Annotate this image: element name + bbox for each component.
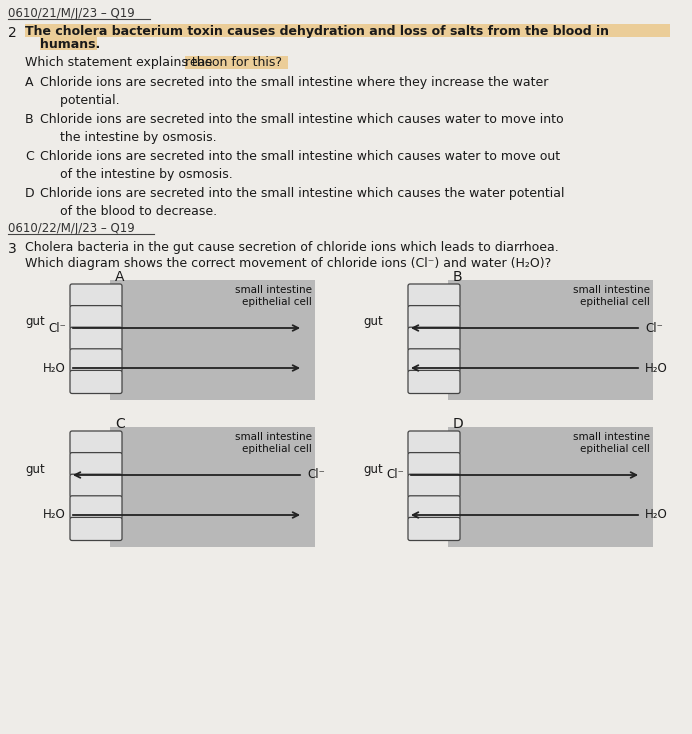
Text: 0610/22/M/J/23 – Q19: 0610/22/M/J/23 – Q19 [8, 222, 135, 235]
Text: small intestine
epithelial cell: small intestine epithelial cell [573, 432, 650, 454]
Bar [25, 24, 670, 37]
Text: The cholera bacterium toxin causes dehydration and loss of salts from the blood : The cholera bacterium toxin causes dehyd… [25, 25, 609, 38]
Text: gut: gut [363, 462, 383, 476]
Text: 3: 3 [8, 242, 17, 256]
Bar [110, 427, 315, 547]
Text: gut: gut [25, 316, 45, 329]
Text: Which diagram shows the correct movement of chloride ions (Cl⁻) and water (H₂O)?: Which diagram shows the correct movement… [25, 257, 552, 270]
FancyBboxPatch shape [408, 371, 460, 393]
FancyBboxPatch shape [408, 305, 460, 329]
Text: small intestine
epithelial cell: small intestine epithelial cell [235, 285, 312, 308]
FancyBboxPatch shape [70, 327, 122, 350]
Text: Cl⁻: Cl⁻ [645, 321, 663, 335]
FancyBboxPatch shape [70, 517, 122, 540]
Text: reason for this?: reason for this? [185, 56, 282, 69]
Bar [185, 56, 288, 69]
Bar [110, 280, 315, 400]
Text: gut: gut [25, 462, 45, 476]
Text: B: B [25, 113, 34, 126]
FancyBboxPatch shape [70, 349, 122, 372]
Bar [448, 427, 653, 547]
FancyBboxPatch shape [70, 284, 122, 307]
Text: Chloride ions are secreted into the small intestine where they increase the wate: Chloride ions are secreted into the smal… [40, 76, 548, 107]
FancyBboxPatch shape [408, 431, 460, 454]
Text: C: C [115, 417, 125, 431]
FancyBboxPatch shape [408, 517, 460, 540]
Bar [448, 280, 653, 400]
FancyBboxPatch shape [70, 305, 122, 329]
FancyBboxPatch shape [70, 371, 122, 393]
Text: Chloride ions are secreted into the small intestine which causes water to move o: Chloride ions are secreted into the smal… [40, 150, 560, 181]
FancyBboxPatch shape [70, 474, 122, 498]
Text: H₂O: H₂O [43, 362, 66, 374]
Text: A: A [115, 270, 125, 284]
FancyBboxPatch shape [408, 284, 460, 307]
Text: Which statement explains the: Which statement explains the [25, 56, 217, 69]
Text: small intestine
epithelial cell: small intestine epithelial cell [235, 432, 312, 454]
Text: small intestine
epithelial cell: small intestine epithelial cell [573, 285, 650, 308]
Text: Cl⁻: Cl⁻ [386, 468, 404, 482]
Text: H₂O: H₂O [43, 509, 66, 521]
Text: C: C [25, 150, 34, 163]
Text: Chloride ions are secreted into the small intestine which causes the water poten: Chloride ions are secreted into the smal… [40, 187, 565, 218]
FancyBboxPatch shape [408, 349, 460, 372]
FancyBboxPatch shape [70, 453, 122, 476]
FancyBboxPatch shape [70, 495, 122, 519]
FancyBboxPatch shape [70, 431, 122, 454]
Text: B: B [453, 270, 463, 284]
FancyBboxPatch shape [408, 474, 460, 498]
FancyBboxPatch shape [408, 453, 460, 476]
Text: 2: 2 [8, 26, 17, 40]
Text: 0610/21/M/J/23 – Q19: 0610/21/M/J/23 – Q19 [8, 7, 135, 20]
Text: H₂O: H₂O [645, 362, 668, 374]
Text: Cl⁻: Cl⁻ [48, 321, 66, 335]
Text: Cholera bacteria in the gut cause secretion of chloride ions which leads to diar: Cholera bacteria in the gut cause secret… [25, 241, 558, 254]
FancyBboxPatch shape [408, 495, 460, 519]
Text: D: D [453, 417, 464, 431]
Text: D: D [25, 187, 35, 200]
Bar [40, 37, 97, 50]
Text: Cl⁻: Cl⁻ [307, 468, 325, 482]
Text: gut: gut [363, 316, 383, 329]
Text: humans.: humans. [40, 38, 100, 51]
Text: H₂O: H₂O [645, 509, 668, 521]
FancyBboxPatch shape [408, 327, 460, 350]
Text: Chloride ions are secreted into the small intestine which causes water to move i: Chloride ions are secreted into the smal… [40, 113, 563, 144]
Text: A: A [25, 76, 33, 89]
